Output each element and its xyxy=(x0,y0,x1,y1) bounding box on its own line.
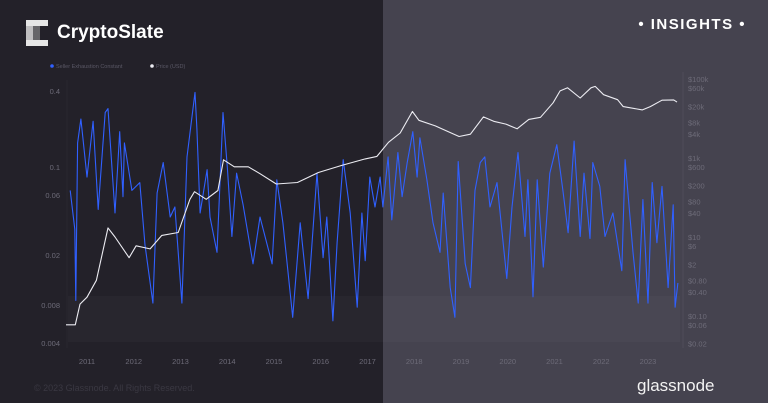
y-right-tick-label: $20k xyxy=(688,103,705,112)
y-right-tick-label: $200 xyxy=(688,182,705,191)
y-left-tick-label: 0.4 xyxy=(50,87,60,96)
y-left-tick-label: 0.008 xyxy=(41,301,60,310)
cryptoslate-logo: CryptoSlate xyxy=(26,20,164,46)
x-tick-label: 2011 xyxy=(79,357,95,366)
background-right xyxy=(383,0,768,403)
y-right-tick-label: $6 xyxy=(688,242,696,251)
x-tick-label: 2017 xyxy=(359,357,376,366)
x-tick-label: 2013 xyxy=(172,357,189,366)
y-right-tick-label: $2 xyxy=(688,261,696,270)
y-right-tick-label: $0.06 xyxy=(688,321,707,330)
seller-exhaustion-line xyxy=(69,91,679,322)
copyright-text: © 2023 Glassnode. All Rights Reserved. xyxy=(34,383,195,393)
lower-band xyxy=(68,296,680,342)
x-tick-label: 2014 xyxy=(219,357,236,366)
y-right-tick-label: $40 xyxy=(688,209,701,218)
x-tick-label: 2012 xyxy=(125,357,142,366)
y-left-tick-label: 0.1 xyxy=(50,163,60,172)
y-left-tick-label: 0.02 xyxy=(45,251,60,260)
x-tick-label: 2023 xyxy=(640,357,657,366)
legend-label: Seller Exhaustion Constant xyxy=(56,64,123,70)
y-right-tick-label: $0.10 xyxy=(688,312,707,321)
y-right-tick-label: $0.02 xyxy=(688,340,707,349)
y-right-tick-label: $4k xyxy=(688,130,700,139)
y-right-tick-label: $0.40 xyxy=(688,288,707,297)
y-right-tick-label: $0.80 xyxy=(688,276,707,285)
x-tick-label: 2022 xyxy=(593,357,610,366)
y-right-tick-label: $100k xyxy=(688,75,709,84)
x-tick-label: 2015 xyxy=(266,357,283,366)
y-right-tick-label: $1k xyxy=(688,154,700,163)
y-right-tick-label: $600 xyxy=(688,163,705,172)
price-line xyxy=(66,85,678,326)
x-tick-label: 2016 xyxy=(312,357,329,366)
x-tick-label: 2018 xyxy=(406,357,423,366)
glassnode-logo: glassnode xyxy=(637,376,715,395)
y-left-tick-label: 0.004 xyxy=(41,339,60,348)
x-tick-label: 2021 xyxy=(546,357,563,366)
x-tick-label: 2019 xyxy=(453,357,470,366)
y-right-tick-label: $10 xyxy=(688,233,701,242)
legend-marker xyxy=(150,64,154,68)
y-right-tick-label: $8k xyxy=(688,118,700,127)
cryptoslate-logo-icon xyxy=(26,20,48,46)
x-tick-label: 2020 xyxy=(499,357,516,366)
y-left-tick-label: 0.06 xyxy=(45,191,60,200)
y-right-tick-label: $80 xyxy=(688,197,701,206)
logo-text: CryptoSlate xyxy=(57,22,164,43)
legend-label: Price (USD) xyxy=(156,64,186,70)
y-right-tick-label: $60k xyxy=(688,84,705,93)
insights-badge: • INSIGHTS • xyxy=(638,16,746,33)
legend-marker xyxy=(50,64,54,68)
